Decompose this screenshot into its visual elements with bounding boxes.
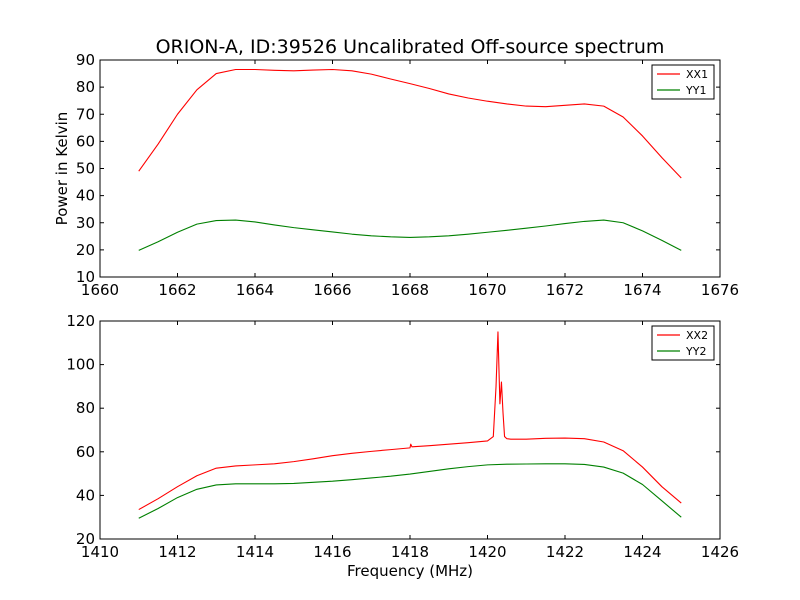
x-axis-label: Frequency (MHz) xyxy=(347,562,473,580)
x-tick-label: 1662 xyxy=(158,281,196,299)
legend-box xyxy=(651,64,715,100)
x-tick-label: 1670 xyxy=(468,281,506,299)
y-tick-label: 60 xyxy=(76,132,95,150)
y-axis-label: Power in Kelvin xyxy=(53,112,71,226)
x-tick-label: 1668 xyxy=(391,281,429,299)
legend-label-xx2: XX2 xyxy=(686,329,708,342)
x-tick-label: 1416 xyxy=(313,543,351,561)
series-lines xyxy=(138,68,682,251)
x-tick-label: 1410 xyxy=(81,543,119,561)
y-tick-label: 80 xyxy=(76,399,95,417)
plot-area xyxy=(100,60,720,277)
y-tick-label: 10 xyxy=(76,268,95,286)
x-tick-label: 1674 xyxy=(623,281,661,299)
x-tick-label: 1676 xyxy=(701,281,739,299)
legend-label-yy1: YY1 xyxy=(685,84,706,97)
x-tick-label: 1422 xyxy=(546,543,584,561)
y-tick-label: 20 xyxy=(76,530,95,548)
y-tick-label: 120 xyxy=(66,312,95,330)
y-tick-label: 60 xyxy=(76,443,95,461)
y-tick-label: 50 xyxy=(76,160,95,178)
x-tick-label: 1420 xyxy=(468,543,506,561)
y-tick-label: 100 xyxy=(66,356,95,374)
x-tick-label: 1424 xyxy=(623,543,661,561)
x-tick-label: 1664 xyxy=(236,281,274,299)
chart-title: ORION-A, ID:39526 Uncalibrated Off-sourc… xyxy=(156,36,665,58)
x-tick-label: 1672 xyxy=(546,281,584,299)
y-tick-label: 80 xyxy=(76,78,95,96)
legend-box xyxy=(651,325,715,361)
y-tick-label: 20 xyxy=(76,241,95,259)
chart-top: 1660 1662 1664 1666 1668 1670 1672 1674 1676 10 20… xyxy=(53,36,739,299)
series-line-xx1 xyxy=(138,68,682,179)
x-tick-label: 1660 xyxy=(81,281,119,299)
series-line-xx2 xyxy=(138,331,682,511)
x-tick-label: 1418 xyxy=(391,543,429,561)
y-tick-label: 90 xyxy=(76,51,95,69)
x-tick-label: 1666 xyxy=(313,281,351,299)
legend-label-yy2: YY2 xyxy=(685,345,706,358)
plot-area xyxy=(100,321,720,539)
chart-bottom: 1410 1412 1414 1416 1418 1420 1422 1424 1426 20 40… xyxy=(66,312,739,580)
x-tick-label: 1414 xyxy=(236,543,274,561)
y-tick-label: 40 xyxy=(76,187,95,205)
series-lines xyxy=(138,331,682,519)
x-tick-label: 1412 xyxy=(158,543,196,561)
legend-label-xx1: XX1 xyxy=(686,68,708,81)
y-tick-label: 30 xyxy=(76,214,95,232)
series-line-yy2 xyxy=(138,463,682,519)
y-tick-label: 40 xyxy=(76,486,95,504)
y-tick-label: 70 xyxy=(76,105,95,123)
series-line-yy1 xyxy=(138,219,682,251)
x-tick-label: 1426 xyxy=(701,543,739,561)
